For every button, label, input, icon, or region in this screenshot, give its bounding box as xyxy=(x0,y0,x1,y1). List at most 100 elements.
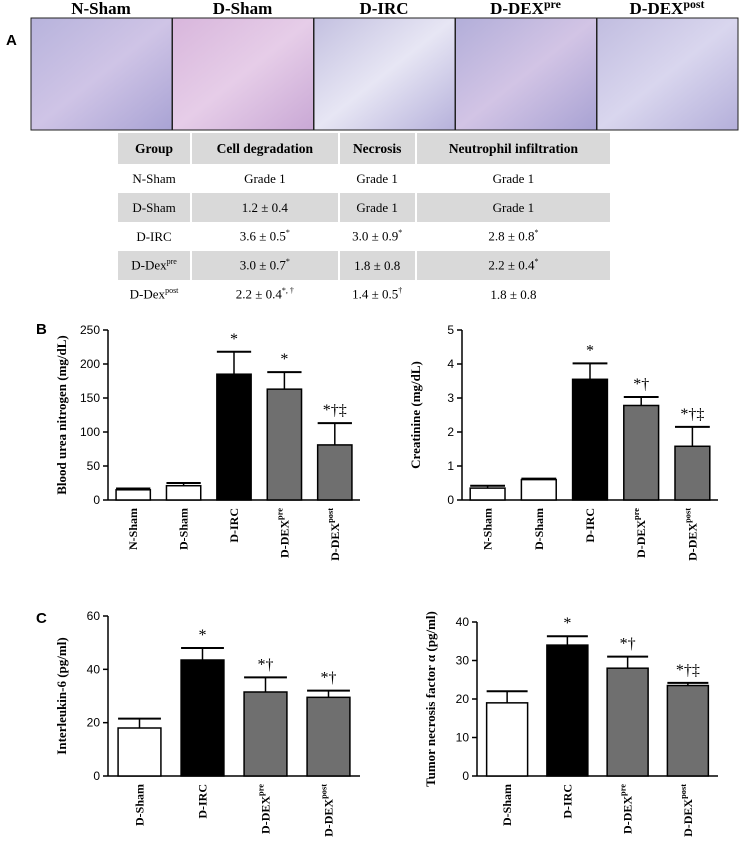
bar xyxy=(623,404,660,501)
bar xyxy=(469,487,506,501)
y-tick-label: 3 xyxy=(447,391,454,405)
bar xyxy=(546,644,589,777)
y-tick-label: 4 xyxy=(447,357,454,371)
y-tick-label: 20 xyxy=(456,692,470,706)
x-tick-label: D-Sham xyxy=(532,508,546,550)
x-tick-label: D-Sham xyxy=(177,508,191,550)
x-tick-label: D-DEXpost xyxy=(683,508,699,561)
table-cell: 2.2 ± 0.4*, † xyxy=(190,280,339,309)
x-tick-label: D-IRC xyxy=(560,784,574,819)
significance-mark: * xyxy=(230,331,238,348)
bar xyxy=(117,727,162,777)
superscript: pre xyxy=(166,257,177,267)
table-row: D-Dexpre 3.0 ± 0.7* 1.8 ± 0.8 2.2 ± 0.4* xyxy=(118,251,610,280)
bar xyxy=(180,659,225,777)
table-cell: Grade 1 xyxy=(414,164,610,193)
significance-mark: * xyxy=(563,615,571,632)
x-tick-label: N-Sham xyxy=(126,508,140,550)
grade-table: Group Cell degradation Necrosis Neutrophil … xyxy=(118,133,610,309)
table-cell: 2.2 ± 0.4* xyxy=(414,251,610,280)
bar-chart: 0 10 20 30 40 Tumor necrosis factor α (pg/ml)… xyxy=(423,611,718,837)
histology-image xyxy=(313,17,456,131)
y-axis-label: Blood urea nitrogen (mg/dL) xyxy=(54,335,69,495)
y-tick-label: 40 xyxy=(87,662,101,676)
table-row: D-IRC 3.6 ± 0.5* 3.0 ± 0.9* 2.8 ± 0.8* xyxy=(118,222,610,251)
text-part: D-Dex xyxy=(129,286,166,302)
image-row: N-Sham D-Sham D-IRC D-DEXpre D-DEXpost xyxy=(30,0,739,131)
table-cell: 3.0 ± 0.9* xyxy=(337,222,416,251)
table-cell: Grade 1 xyxy=(414,193,610,222)
table-cell: N-Sham xyxy=(132,170,176,186)
bar xyxy=(666,684,710,777)
y-tick-label: 0 xyxy=(462,769,469,783)
significance-mark: * xyxy=(199,627,207,644)
x-tick-label: D-IRC xyxy=(583,508,597,543)
text-part: D-DEX xyxy=(630,0,685,18)
table-cell: D-Sham xyxy=(118,193,192,222)
superscript: pre xyxy=(257,784,266,796)
y-tick-label: 5 xyxy=(447,323,454,337)
table-cell: Grade 1 xyxy=(190,164,339,193)
histology-image xyxy=(596,17,739,131)
table-row: D-Sham 1.2 ± 0.4 Grade 1 Grade 1 xyxy=(118,193,610,222)
text-part: 3.0 ± 0.9 xyxy=(352,228,399,244)
x-tick-label: D-DEXpost xyxy=(326,508,342,561)
significance-mark: *† xyxy=(258,656,274,673)
table-row: N-Sham Grade 1 Grade 1 Grade 1 xyxy=(118,164,610,193)
superscript: post xyxy=(326,508,335,523)
superscript: * xyxy=(534,257,539,267)
significance-mark: *† xyxy=(321,670,337,687)
y-tick-label: 2 xyxy=(447,425,454,439)
y-tick-label: 0 xyxy=(93,493,100,507)
bar xyxy=(115,489,152,501)
significance-mark: *† xyxy=(633,376,649,393)
text-part: D-DEX xyxy=(259,796,273,834)
bar xyxy=(306,696,351,777)
table-cell: 1.8 ± 0.8 xyxy=(337,251,416,280)
histology-image xyxy=(30,17,173,131)
text-part: D-DEX xyxy=(685,523,699,561)
bar xyxy=(674,445,711,501)
bar-chart: 0 20 40 60 Interleukin-6 (pg/ml) D-Sham * D-IRC… xyxy=(54,609,360,837)
x-tick-label: D-DEXpre xyxy=(619,784,635,834)
y-tick-label: 0 xyxy=(447,493,454,507)
table-row: D-Dexpost 2.2 ± 0.4*, † 1.4 ± 0.5† 1.8 ± 0.… xyxy=(118,280,610,309)
table-cell: 3.0 ± 0.7* xyxy=(190,251,339,280)
text-part: D-DEX xyxy=(621,796,635,834)
significance-mark: *†‡ xyxy=(676,662,700,679)
superscript: pre xyxy=(632,508,641,520)
table-cell: 1.2 ± 0.4 xyxy=(190,193,339,222)
image-label: D-DEXpre xyxy=(490,0,561,18)
bar xyxy=(216,373,252,501)
y-tick-label: 200 xyxy=(80,357,100,371)
text-part: D-Dex xyxy=(131,257,167,273)
bar xyxy=(243,691,288,777)
x-tick-label: D-DEXpre xyxy=(257,784,273,834)
image-label: D-Sham xyxy=(213,0,273,18)
y-tick-label: 60 xyxy=(87,609,101,623)
superscript: pre xyxy=(544,0,561,11)
table-cell: Grade 1 xyxy=(337,164,416,193)
bar xyxy=(520,478,557,501)
superscript: post xyxy=(320,784,329,799)
superscript: post xyxy=(679,784,688,799)
superscript: post xyxy=(683,0,704,11)
table-cell: D-Dexpost xyxy=(118,280,191,309)
x-tick-label: N-Sham xyxy=(481,508,495,550)
x-tick-label: D-Sham xyxy=(133,784,147,826)
x-tick-label: D-DEXpre xyxy=(275,508,291,558)
panel-label: A xyxy=(6,32,17,49)
bar xyxy=(165,484,202,501)
significance-mark: * xyxy=(586,342,594,359)
text-part: D-DEX xyxy=(328,523,342,561)
y-tick-label: 100 xyxy=(80,425,100,439)
bar-chart: 0 50 100 150 200 250 Blood urea nitrogen (mg/d… xyxy=(54,323,360,561)
text-part: 3.0 ± 0.7 xyxy=(239,257,286,273)
y-axis-label: Tumor necrosis factor α (pg/ml) xyxy=(423,611,438,787)
table-cell: 2.8 ± 0.8* xyxy=(414,222,610,251)
table-cell: 1.8 ± 0.8 xyxy=(414,280,610,309)
bar xyxy=(266,388,303,501)
